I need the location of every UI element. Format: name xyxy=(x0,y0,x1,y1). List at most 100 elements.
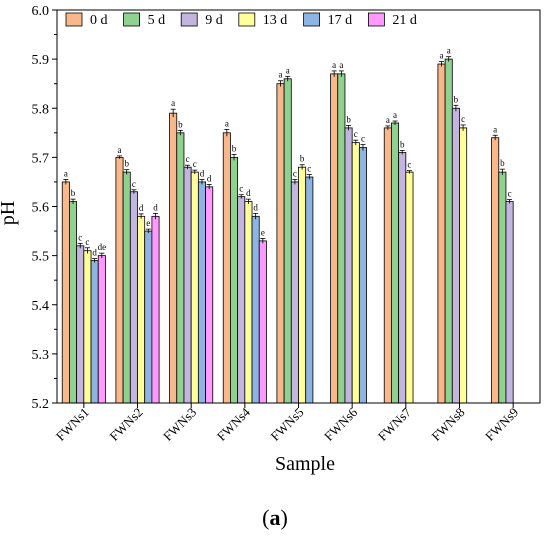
bar xyxy=(391,122,400,404)
bar xyxy=(76,245,85,404)
significance-label: c xyxy=(293,168,297,178)
bar xyxy=(251,215,260,404)
significance-label: a xyxy=(171,98,175,108)
bar xyxy=(97,255,106,404)
y-tick-label: 5.9 xyxy=(32,53,50,68)
y-tick-label: 5.2 xyxy=(32,397,50,412)
y-tick-label: 5.3 xyxy=(32,348,50,363)
legend-label: 13 d xyxy=(263,13,288,28)
bar xyxy=(190,171,199,404)
significance-label: a xyxy=(440,51,444,61)
significance-label: b xyxy=(454,94,459,104)
bar xyxy=(491,137,500,404)
bar xyxy=(137,215,146,404)
significance-label: d xyxy=(207,173,212,183)
bar xyxy=(405,171,414,404)
x-tick-label: FWNs8 xyxy=(428,405,467,444)
legend-swatch xyxy=(123,12,140,27)
bar xyxy=(258,240,267,404)
significance-label: c xyxy=(307,164,311,174)
significance-label: d xyxy=(153,202,158,212)
x-tick-label: FWNs6 xyxy=(321,404,361,444)
bar xyxy=(276,83,285,404)
bar xyxy=(344,127,353,404)
bar xyxy=(305,176,314,404)
significance-label: a xyxy=(493,124,497,134)
significance-label: b xyxy=(300,154,305,164)
significance-label: a xyxy=(118,145,122,155)
significance-label: d xyxy=(139,203,144,213)
bar xyxy=(129,191,138,404)
bar xyxy=(230,156,239,404)
bar xyxy=(151,215,160,404)
bar xyxy=(451,107,460,404)
significance-label: a xyxy=(386,115,390,125)
bar xyxy=(459,127,468,404)
legend-swatch xyxy=(367,12,385,27)
significance-label: a xyxy=(286,65,290,75)
significance-label: c xyxy=(461,114,465,124)
significance-label: c xyxy=(239,184,243,194)
significance-label: c xyxy=(193,159,197,169)
legend-swatch xyxy=(65,12,83,27)
legend-label: 0 d xyxy=(90,13,108,28)
significance-label: d xyxy=(253,202,258,212)
bar xyxy=(183,166,192,404)
y-tick-label: 5.8 xyxy=(32,102,50,117)
bar xyxy=(205,186,214,404)
significance-label: c xyxy=(361,134,365,144)
x-tick-label: FWNs7 xyxy=(375,404,415,444)
significance-label: c xyxy=(132,179,136,189)
bar xyxy=(69,201,78,404)
bar xyxy=(444,58,453,404)
x-tick-label: FWNs1 xyxy=(53,405,92,444)
x-tick-label: FWNs9 xyxy=(482,405,521,444)
significance-label: c xyxy=(354,129,358,139)
significance-label: b xyxy=(500,158,505,168)
significance-label: a xyxy=(393,110,397,120)
bar xyxy=(398,152,407,404)
significance-label: c xyxy=(85,237,89,247)
bar xyxy=(115,156,124,404)
legend-label: 21 d xyxy=(392,13,417,28)
legend-swatch xyxy=(180,12,198,27)
bar xyxy=(498,171,507,404)
significance-label: a xyxy=(447,46,451,56)
significance-label: b xyxy=(71,188,76,198)
bar xyxy=(505,201,514,404)
significance-label: a xyxy=(339,60,343,70)
bar xyxy=(176,132,185,404)
y-tick-label: 5.4 xyxy=(32,299,50,314)
significance-label: de xyxy=(98,242,107,252)
significance-label: d xyxy=(92,248,97,258)
significance-label: a xyxy=(64,168,68,178)
bar xyxy=(83,250,92,404)
significance-label: c xyxy=(186,154,190,164)
significance-label: e xyxy=(146,218,150,228)
significance-label: b xyxy=(124,159,129,169)
bar xyxy=(337,73,346,404)
significance-label: c xyxy=(78,232,82,242)
bar xyxy=(358,147,367,404)
significance-label: b xyxy=(346,114,351,124)
bar xyxy=(144,230,153,404)
x-tick-label: FWNs5 xyxy=(267,405,306,444)
legend-swatch xyxy=(303,12,321,27)
bar xyxy=(351,142,360,404)
x-axis-title: Sample xyxy=(275,453,335,475)
significance-label: a xyxy=(332,60,336,70)
figure-caption: (a) xyxy=(262,505,288,530)
legend-label: 17 d xyxy=(328,13,353,28)
x-tick-label: FWNs4 xyxy=(214,404,254,444)
y-axis-title: pH xyxy=(0,201,19,225)
significance-label: b xyxy=(232,143,237,153)
significance-label: e xyxy=(261,227,265,237)
bar xyxy=(283,78,292,404)
y-tick-label: 5.5 xyxy=(32,250,50,265)
caption-letter: a xyxy=(269,505,281,530)
bar xyxy=(437,63,446,404)
bar xyxy=(244,201,253,404)
bar xyxy=(169,112,178,404)
x-tick-label: FWNs3 xyxy=(160,405,199,444)
significance-label: b xyxy=(400,139,405,149)
